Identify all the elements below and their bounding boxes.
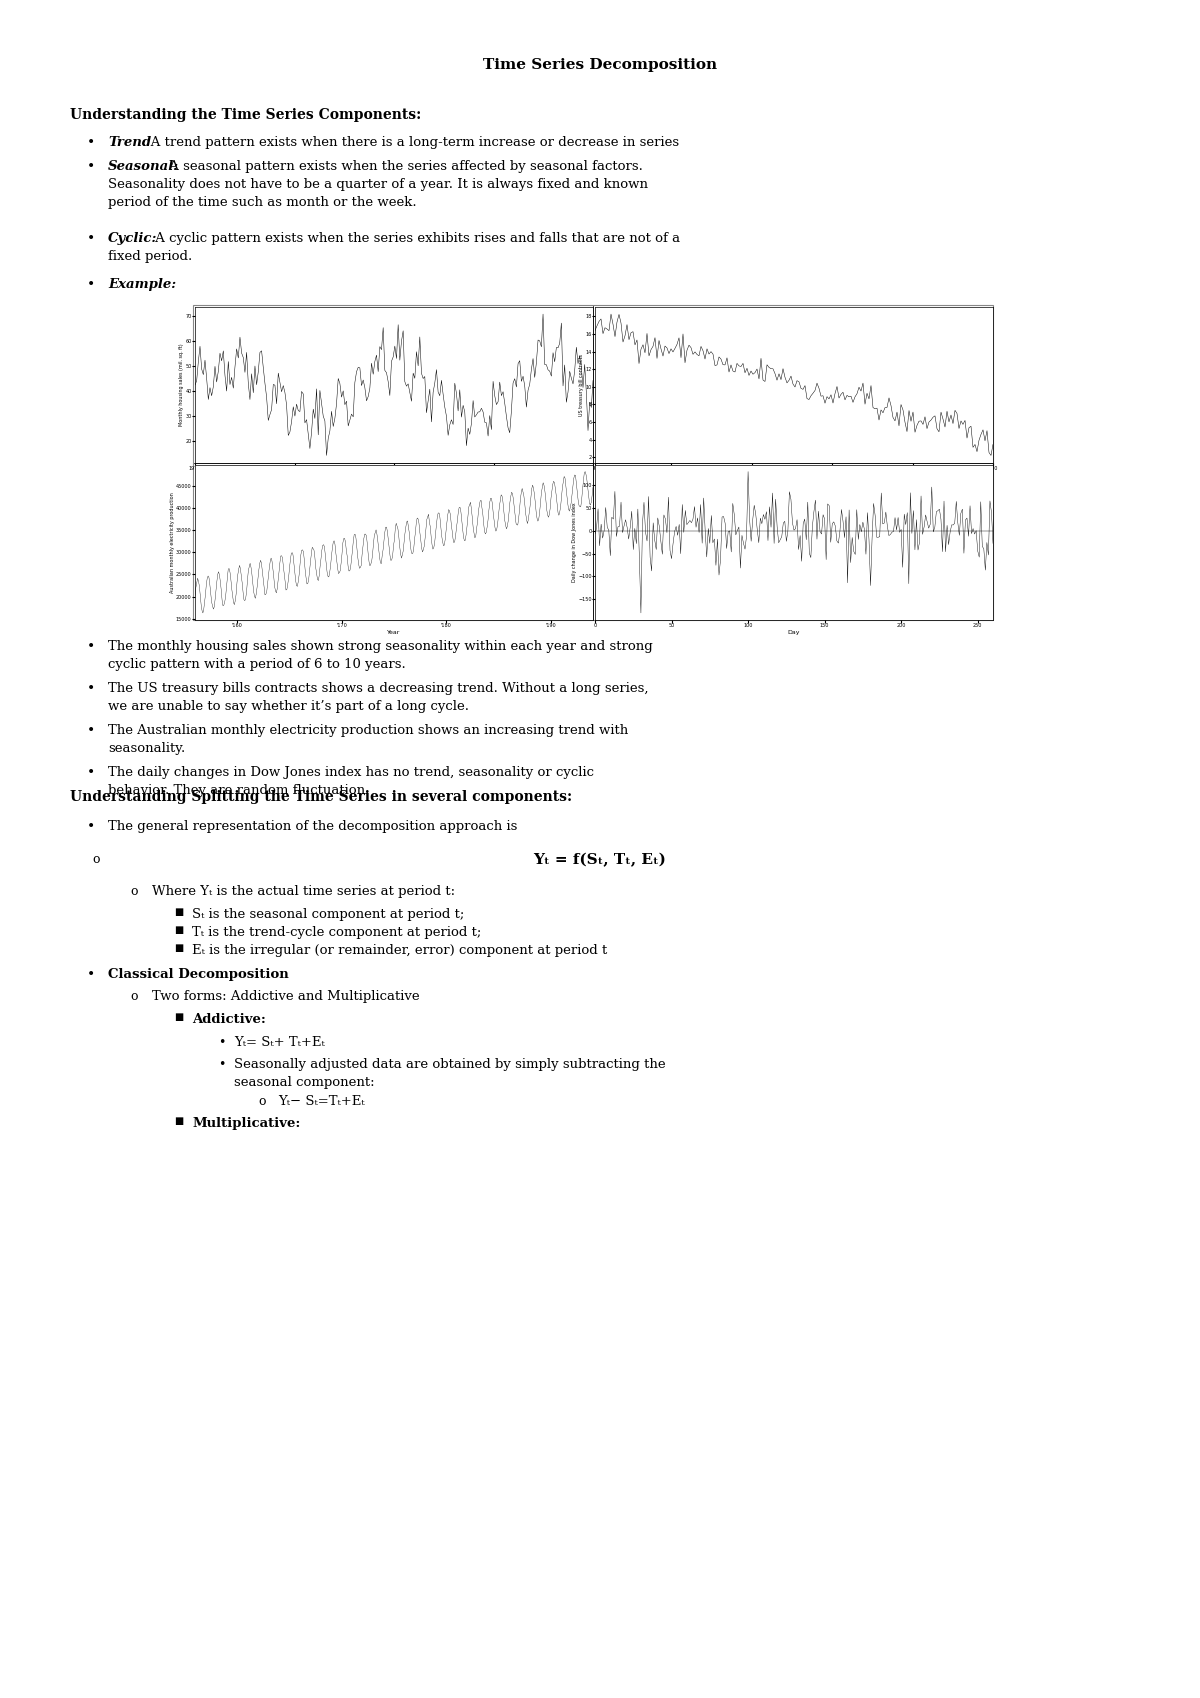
Text: Classical Decomposition: Classical Decomposition (108, 968, 289, 981)
X-axis label: Year: Year (388, 472, 401, 477)
Text: •: • (218, 1036, 226, 1049)
Text: The US treasury bills contracts shows a decreasing trend. Without a long series,: The US treasury bills contracts shows a … (108, 683, 648, 694)
Text: ■: ■ (174, 925, 184, 936)
Text: Understanding Splitting the Time Series in several components:: Understanding Splitting the Time Series … (70, 790, 572, 803)
Text: : A trend pattern exists when there is a long-term increase or decrease in serie: : A trend pattern exists when there is a… (142, 136, 679, 149)
Y-axis label: Australian monthly electricity production: Australian monthly electricity productio… (169, 492, 174, 593)
Text: •: • (88, 136, 95, 149)
Text: Seasonal:: Seasonal: (108, 160, 179, 173)
Text: ■: ■ (174, 1117, 184, 1126)
Text: seasonality.: seasonality. (108, 742, 185, 756)
Text: A seasonal pattern exists when the series affected by seasonal factors.: A seasonal pattern exists when the serie… (166, 160, 643, 173)
Bar (193, 306, 994, 620)
Text: •: • (88, 723, 95, 739)
Text: o: o (258, 1095, 265, 1109)
Text: ■: ■ (174, 908, 184, 917)
X-axis label: Year: Year (388, 630, 401, 635)
Text: •: • (88, 640, 95, 654)
Text: Where Yₜ is the actual time series at period t:: Where Yₜ is the actual time series at pe… (152, 885, 455, 898)
X-axis label: Day: Day (787, 472, 800, 477)
Text: Understanding the Time Series Components:: Understanding the Time Series Components… (70, 109, 421, 122)
Text: Seasonality does not have to be a quarter of a year. It is always fixed and know: Seasonality does not have to be a quarte… (108, 178, 648, 190)
Text: •: • (88, 278, 95, 292)
Text: •: • (88, 233, 95, 246)
Text: Two forms: Addictive and Multiplicative: Two forms: Addictive and Multiplicative (152, 990, 420, 1004)
Text: The general representation of the decomposition approach is: The general representation of the decomp… (108, 820, 517, 834)
Text: Seasonally adjusted data are obtained by simply subtracting the: Seasonally adjusted data are obtained by… (234, 1058, 666, 1071)
Text: Eₜ is the irregular (or remainder, error) component at period t: Eₜ is the irregular (or remainder, error… (192, 944, 607, 958)
Text: o: o (130, 990, 138, 1004)
Text: ■: ■ (174, 1014, 184, 1022)
Text: •: • (88, 968, 95, 981)
Text: period of the time such as month or the week.: period of the time such as month or the … (108, 195, 416, 209)
Text: we are unable to say whether it’s part of a long cycle.: we are unable to say whether it’s part o… (108, 700, 469, 713)
Text: The Australian monthly electricity production shows an increasing trend with: The Australian monthly electricity produ… (108, 723, 629, 737)
X-axis label: Day: Day (787, 630, 800, 635)
Text: •: • (88, 820, 95, 834)
Text: Addictive:: Addictive: (192, 1014, 266, 1026)
Text: cyclic pattern with a period of 6 to 10 years.: cyclic pattern with a period of 6 to 10 … (108, 659, 406, 671)
Text: Yₜ= Sₜ+ Tₜ+Eₜ: Yₜ= Sₜ+ Tₜ+Eₜ (234, 1036, 325, 1049)
Text: Time Series Decomposition: Time Series Decomposition (482, 58, 718, 71)
Text: Sₜ is the seasonal component at period t;: Sₜ is the seasonal component at period t… (192, 908, 464, 920)
Text: seasonal component:: seasonal component: (234, 1077, 374, 1088)
Text: o: o (92, 852, 100, 866)
Text: Yₜ− Sₜ=Tₜ+Eₜ: Yₜ− Sₜ=Tₜ+Eₜ (278, 1095, 365, 1109)
Text: behavior. They are random fluctuation.: behavior. They are random fluctuation. (108, 784, 370, 796)
Text: ■: ■ (174, 944, 184, 953)
Text: •: • (88, 160, 95, 173)
Text: The monthly housing sales shown strong seasonality within each year and strong: The monthly housing sales shown strong s… (108, 640, 653, 654)
Text: The daily changes in Dow Jones index has no trend, seasonality or cyclic: The daily changes in Dow Jones index has… (108, 766, 594, 779)
Text: Trend: Trend (108, 136, 151, 149)
Y-axis label: Monthly housing sales (mil. sq. ft): Monthly housing sales (mil. sq. ft) (179, 343, 184, 426)
Text: o: o (130, 885, 138, 898)
Text: A cyclic pattern exists when the series exhibits rises and falls that are not of: A cyclic pattern exists when the series … (151, 233, 680, 245)
Text: •: • (88, 766, 95, 779)
Text: Cyclic:: Cyclic: (108, 233, 157, 245)
Text: Example:: Example: (108, 278, 176, 290)
Y-axis label: Daily change in Dow Jones index: Daily change in Dow Jones index (571, 503, 577, 582)
Text: •: • (88, 683, 95, 696)
Text: Multiplicative:: Multiplicative: (192, 1117, 300, 1129)
Text: Yₜ = f(Sₜ, Tₜ, Eₜ): Yₜ = f(Sₜ, Tₜ, Eₜ) (534, 852, 666, 868)
Text: •: • (218, 1058, 226, 1071)
Text: fixed period.: fixed period. (108, 250, 192, 263)
Y-axis label: US treasury bill contracts: US treasury bill contracts (578, 353, 584, 416)
Text: Tₜ is the trend-cycle component at period t;: Tₜ is the trend-cycle component at perio… (192, 925, 481, 939)
